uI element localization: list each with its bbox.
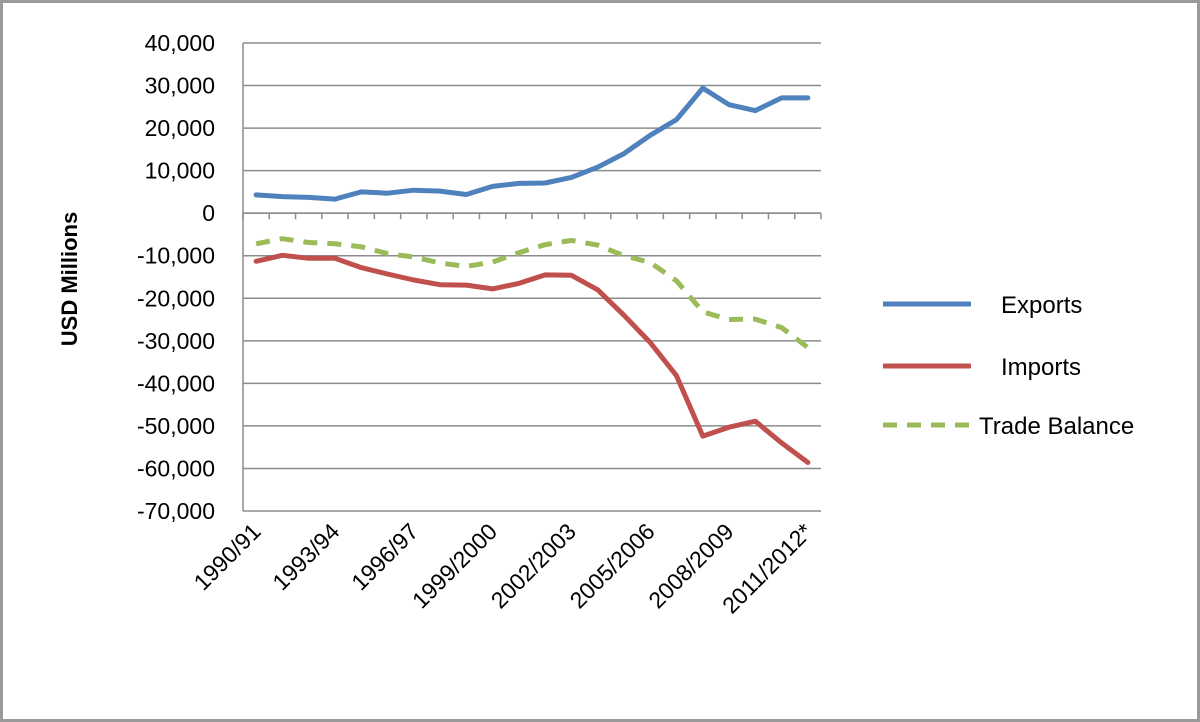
legend-label: Imports xyxy=(1001,354,1081,381)
y-tick-label: 20,000 xyxy=(145,115,215,141)
y-tick-label: -30,000 xyxy=(137,328,215,354)
y-tick-label: 30,000 xyxy=(145,73,215,99)
y-tick-label: -20,000 xyxy=(137,285,215,311)
y-tick-label: -40,000 xyxy=(137,370,215,396)
x-tick-label: 2002/2003 xyxy=(486,518,581,613)
y-tick-label: 10,000 xyxy=(145,158,215,184)
y-tick-label: -70,000 xyxy=(137,498,215,524)
x-tick-label: 1999/2000 xyxy=(407,518,502,613)
x-axis-tick-labels: 1990/91 1993/94 1996/971999/20002002/20032… xyxy=(188,518,817,619)
y-axis-label: USD Millions xyxy=(57,212,82,346)
y-tick-label: -60,000 xyxy=(137,455,215,481)
axes xyxy=(242,43,822,511)
y-axis-tick-labels: 40,000 30,000 20,000 10,000 0 -10,000 -20,000 -… xyxy=(137,30,215,524)
series-lines xyxy=(253,85,811,465)
x-tick-label: 1996/97 xyxy=(346,518,423,595)
series-line-exports xyxy=(253,85,811,202)
x-tick-label: 1990/91 xyxy=(188,518,265,595)
legend-label: Trade Balance xyxy=(979,413,1134,440)
y-tick-label: -50,000 xyxy=(137,413,215,439)
legend-label: Exports xyxy=(1001,292,1082,319)
x-tick-label: 2005/2006 xyxy=(564,518,659,613)
series-line-imports xyxy=(253,252,811,465)
y-tick-label: 0 xyxy=(202,200,215,226)
legend: Exports Imports Trade Balance xyxy=(883,292,1134,440)
line-chart: 40,000 30,000 20,000 10,000 0 -10,000 -20,000 -… xyxy=(57,30,1134,619)
x-tick-label: 1993/94 xyxy=(267,518,344,595)
y-tick-label: -10,000 xyxy=(137,243,215,269)
y-tick-label: 40,000 xyxy=(145,30,215,56)
series-line-trade-balance xyxy=(255,236,810,350)
